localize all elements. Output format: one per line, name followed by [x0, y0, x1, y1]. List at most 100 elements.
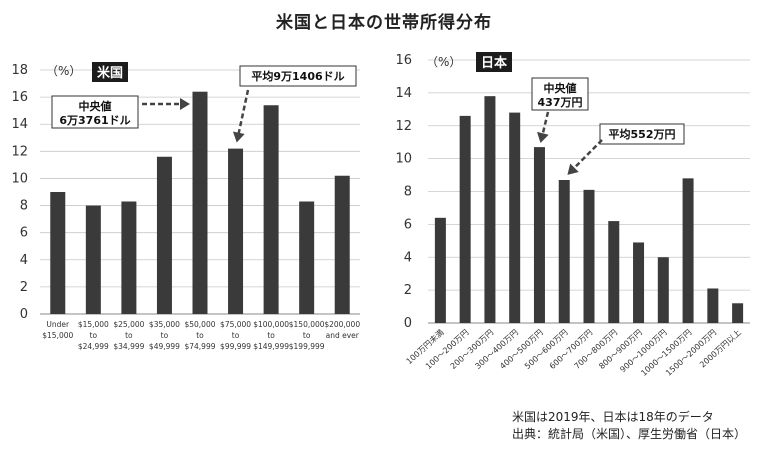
y-tick-label: 6: [404, 217, 412, 232]
mean-annotation: 平均552万円: [567, 123, 685, 175]
badge-background: [476, 52, 512, 72]
y-tick-label: 14: [395, 86, 412, 101]
x-tick-line: $200,000: [324, 320, 360, 329]
annotation-text: 平均552万円: [609, 127, 676, 141]
badge-label: 米国: [97, 65, 123, 81]
bar: [484, 96, 496, 323]
bar: [533, 147, 545, 323]
annotation-arrow: [236, 89, 250, 139]
bar: [434, 217, 446, 323]
x-tick-line: to: [196, 331, 204, 340]
x-tick-line: to: [232, 331, 240, 340]
mean-annotation: 平均9万1406ドル: [232, 65, 357, 143]
arrow-head: [567, 163, 579, 175]
y-tick-label: 16: [395, 53, 412, 68]
y-tick-label: 0: [20, 307, 28, 322]
x-tick-label: 200～300万円: [449, 328, 496, 371]
annotation-line: 平均9万1406ドル: [251, 69, 344, 83]
y-tick-label: 14: [11, 117, 28, 132]
annotation-text: 中央値 437万円: [538, 81, 583, 109]
bar: [192, 91, 208, 314]
bar: [121, 201, 137, 314]
x-tick-label: Under $15,000: [42, 320, 73, 340]
x-tick-line: to: [161, 331, 169, 340]
y-tick-label: 10: [11, 171, 28, 186]
bar: [707, 288, 719, 323]
x-tick-label: $25,000 to $34,999: [113, 320, 144, 351]
y-tick-label: 10: [395, 152, 412, 167]
x-tick-line: $75,000: [220, 320, 251, 329]
x-tick-line: $199,999: [289, 342, 325, 351]
us-income-chart: 0 2 4 6 8 10 12 14 16 18 （%） 米国 Under $15,000 $15,000 t…: [11, 62, 360, 351]
annotation-box: [239, 65, 357, 87]
arrow-head: [180, 98, 190, 110]
x-tick-line: $35,000: [149, 320, 180, 329]
x-tick-line: $100,000: [253, 320, 289, 329]
x-tick-line: $15,000: [78, 320, 109, 329]
bar: [657, 257, 669, 323]
bar: [459, 115, 471, 323]
annotation-box: [531, 77, 589, 111]
x-tick-line: $150,000: [289, 320, 325, 329]
arrow-head: [232, 131, 245, 143]
y-tick-label: 18: [11, 63, 28, 78]
annotation-line: 中央値: [79, 99, 112, 113]
y-tick-label: 12: [11, 144, 28, 159]
x-tick-line: $34,999: [113, 342, 144, 351]
x-tick-line: to: [90, 331, 98, 340]
badge-label: 日本: [481, 55, 507, 71]
annotation-box: [51, 95, 139, 129]
note-line-source: 出典：統計局（米国）、厚生労働省（日本）: [512, 427, 747, 441]
y-tick-label: 6: [20, 226, 28, 241]
annotation-line: 中央値: [544, 81, 577, 95]
x-tick-label: 100～200万円: [424, 328, 471, 371]
y-tick-label: 2: [404, 283, 412, 298]
bar: [633, 242, 645, 323]
bar: [263, 105, 279, 314]
bar: [558, 179, 570, 323]
y-tick-label: 0: [404, 316, 412, 331]
x-tick-line: and ever: [326, 331, 360, 340]
median-annotation: 中央値 437万円: [531, 77, 589, 144]
x-tick-label: 500～600万円: [523, 328, 570, 371]
x-tick-line: Under: [46, 320, 70, 329]
x-tick-label: $150,000 to $199,999: [289, 320, 325, 351]
bar: [682, 178, 694, 323]
x-tick-line: $49,999: [149, 342, 180, 351]
unit-label: （%）: [46, 64, 81, 78]
x-tick-label: $35,000 to $49,999: [149, 320, 180, 351]
x-tick-label: $200,000 and ever: [324, 320, 360, 340]
x-tick-line: to: [125, 331, 133, 340]
x-tick-line: $24,999: [78, 342, 109, 351]
country-badge: 米国: [92, 62, 128, 82]
arrow-head: [537, 131, 549, 144]
y-tick-label: 4: [20, 253, 28, 268]
country-badge: 日本: [476, 52, 512, 72]
annotation-arrow: [569, 139, 603, 173]
bar: [156, 156, 172, 314]
annotation-line: 6万3761ドル: [59, 114, 130, 127]
figure-title: 米国と日本の世帯所得分布: [276, 13, 492, 33]
x-tick-label: 600～700万円: [548, 328, 595, 371]
bar: [334, 175, 350, 314]
x-tick-line: $15,000: [42, 331, 73, 340]
x-tick-line: $50,000: [184, 320, 215, 329]
x-tick-line: to: [303, 331, 311, 340]
annotation-line: 437万円: [538, 96, 583, 109]
annotation-line: 平均552万円: [609, 127, 676, 141]
annotation-text: 中央値 6万3761ドル: [59, 99, 130, 127]
x-tick-line: $149,999: [253, 342, 289, 351]
y-tick-label: 4: [404, 250, 412, 265]
y-tick-label: 2: [20, 280, 28, 295]
bar: [509, 112, 521, 323]
y-tick-label: 8: [20, 199, 28, 214]
badge-background: [92, 62, 128, 82]
y-tick-label: 16: [11, 90, 28, 105]
bar: [228, 148, 244, 314]
annotation-arrow: [540, 111, 550, 140]
x-tick-line: $25,000: [113, 320, 144, 329]
x-tick-label: $75,000 to $99,999: [220, 320, 251, 351]
median-annotation: 中央値 6万3761ドル: [51, 95, 190, 129]
bar: [583, 189, 595, 323]
y-tick-label: 8: [404, 185, 412, 200]
